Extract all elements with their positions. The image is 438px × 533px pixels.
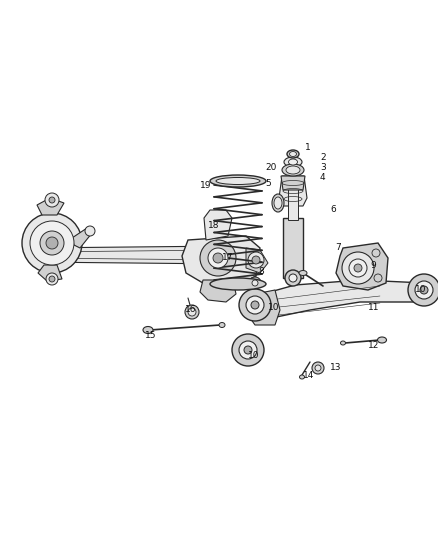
Ellipse shape [210,278,266,290]
Circle shape [285,270,301,286]
Circle shape [374,274,382,282]
Circle shape [289,274,297,282]
Circle shape [45,193,59,207]
Ellipse shape [289,159,297,165]
Polygon shape [182,236,260,286]
Ellipse shape [284,157,302,167]
Circle shape [208,248,228,268]
Ellipse shape [274,197,282,209]
Circle shape [408,274,438,306]
Circle shape [248,252,264,268]
Text: 16: 16 [185,305,197,314]
Text: 11: 11 [368,303,379,312]
Circle shape [239,341,257,359]
Text: 7: 7 [335,244,341,253]
Circle shape [200,240,236,276]
Polygon shape [72,228,92,248]
Circle shape [420,286,428,294]
Ellipse shape [378,337,386,343]
Circle shape [49,197,55,203]
Circle shape [342,252,374,284]
Text: 10: 10 [415,286,427,295]
Circle shape [239,289,271,321]
Circle shape [49,276,55,282]
Circle shape [315,365,321,371]
Ellipse shape [282,164,304,176]
Text: 3: 3 [320,164,326,173]
Polygon shape [248,290,280,325]
Ellipse shape [287,150,299,158]
Text: 2: 2 [320,154,325,163]
Text: 10: 10 [268,303,279,312]
Text: 4: 4 [320,174,325,182]
Polygon shape [30,246,232,264]
Text: 1: 1 [305,143,311,152]
Circle shape [185,305,199,319]
Text: 5: 5 [265,179,271,188]
Circle shape [246,296,264,314]
Text: 6: 6 [330,206,336,214]
Text: 14: 14 [303,370,314,379]
Text: 9: 9 [370,261,376,270]
Ellipse shape [219,322,225,327]
Circle shape [188,308,196,316]
Circle shape [30,221,74,265]
Ellipse shape [290,151,297,157]
Polygon shape [281,176,305,190]
Polygon shape [279,176,307,206]
Circle shape [213,253,223,263]
Ellipse shape [299,271,307,276]
Ellipse shape [216,177,260,184]
Text: 17: 17 [222,254,233,262]
Polygon shape [200,280,236,302]
Circle shape [415,281,433,299]
Ellipse shape [210,175,266,187]
Polygon shape [246,248,268,273]
Circle shape [252,280,258,286]
Text: 18: 18 [208,221,219,230]
Circle shape [349,259,367,277]
Circle shape [251,301,259,309]
Circle shape [354,264,362,272]
Text: 8: 8 [258,268,264,277]
Text: 19: 19 [200,181,212,190]
Circle shape [252,256,260,264]
Circle shape [312,362,324,374]
Polygon shape [37,198,64,215]
Ellipse shape [272,194,284,212]
Text: 13: 13 [330,364,342,373]
Polygon shape [204,210,232,240]
Text: 12: 12 [368,341,379,350]
Ellipse shape [286,166,300,174]
Circle shape [46,237,58,249]
Ellipse shape [300,375,304,379]
Polygon shape [283,218,303,278]
Text: 20: 20 [265,164,276,173]
Polygon shape [336,243,388,290]
Ellipse shape [340,341,346,345]
Circle shape [232,334,264,366]
Text: 15: 15 [145,330,156,340]
Circle shape [22,213,82,273]
Circle shape [85,226,95,236]
Polygon shape [38,265,62,281]
Polygon shape [248,280,430,320]
Circle shape [40,231,64,255]
Circle shape [372,249,380,257]
Circle shape [244,346,252,354]
Polygon shape [288,178,298,220]
Circle shape [46,273,58,285]
Circle shape [249,277,261,289]
Ellipse shape [143,327,153,334]
Text: 10: 10 [248,351,259,359]
